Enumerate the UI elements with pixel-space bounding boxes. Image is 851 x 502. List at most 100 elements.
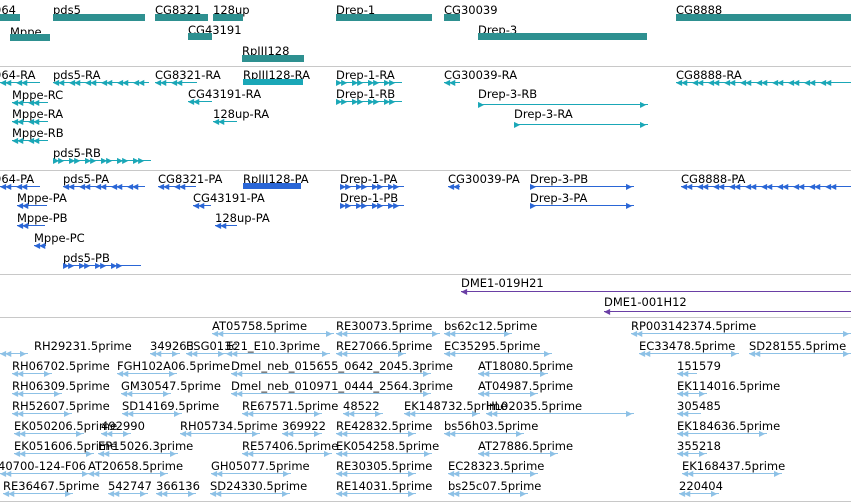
feature-label-355218[interactable]: 355218	[677, 439, 721, 453]
feature-label-ek184636-5prime[interactable]: EK184636.5prime	[677, 419, 781, 433]
feature-glyph-mppe-rb[interactable]: ◀◀ ◀◀	[12, 137, 48, 145]
feature-glyph-220404[interactable]: ◀◀ ▶	[679, 490, 719, 498]
feature-glyph-349263[interactable]: ◀◀ ▶	[150, 350, 180, 358]
feature-glyph-esg013c[interactable]: ◀◀ ▶	[186, 350, 226, 358]
feature-glyph-bs25c07-5prime[interactable]: ◀◀ ▶	[448, 490, 528, 498]
feature-glyph-dme1-001h12[interactable]: ◀	[604, 308, 851, 316]
feature-glyph-rh06309-5prime[interactable]: ◀◀ ▶	[12, 390, 62, 398]
feature-glyph-ec33478-5prime[interactable]: ◀◀ ▶	[639, 350, 739, 358]
feature-label-fgh102a06-5prime[interactable]: FGH102A06.5prime	[117, 359, 231, 373]
feature-label-sd28155-5prime[interactable]: SD28155.5prime	[749, 339, 847, 353]
feature-glyph-re30305-5prime[interactable]: ◀◀ ▶	[336, 470, 416, 478]
feature-glyph-re42832-5prime[interactable]: ◀◀ ▶	[336, 430, 416, 438]
feature-glyph-gm30547-5prime[interactable]: ◀◀ ▶	[121, 390, 171, 398]
feature-glyph-ek050206-5prime[interactable]: ◀◀ ▶	[14, 430, 84, 438]
feature-glyph-128up-ra[interactable]: ◀◀	[213, 118, 237, 126]
feature-glyph-964[interactable]	[0, 14, 20, 22]
feature-glyph-re27066-5prime[interactable]: ◀◀ ▶	[336, 350, 406, 358]
feature-label-re27066-5prime[interactable]: RE27066.5prime	[336, 339, 433, 353]
feature-label-cg43191-ra[interactable]: CG43191-RA	[188, 87, 262, 101]
feature-label-re30305-5prime[interactable]: RE30305.5prime	[336, 459, 433, 473]
feature-glyph-ec28323-5prime[interactable]: ◀◀ ▶	[448, 470, 538, 478]
feature-label-at20658-5prime[interactable]: AT20658.5prime	[88, 459, 184, 473]
feature-glyph-re14031-5prime[interactable]: ◀◀ ▶	[336, 490, 416, 498]
feature-label-pds5-ra[interactable]: pds5-RA	[53, 68, 101, 82]
feature-glyph-ek168437-5prime[interactable]: ◀◀ ▶	[682, 470, 782, 478]
feature-glyph-at05758-5prime[interactable]: ◀◀ ▶	[212, 330, 334, 338]
feature-glyph-re67571-5prime[interactable]: ◀◀ ▶	[242, 410, 322, 418]
feature-label-mppe-rb[interactable]: Mppe-RB	[12, 126, 64, 140]
feature-label-esg013c[interactable]: ESG013c	[186, 339, 238, 353]
feature-label-ek168437-5prime[interactable]: EK168437.5prime	[682, 459, 786, 473]
feature-label-bs56h03-5prime[interactable]: bs56h03.5prime	[444, 419, 539, 433]
feature-glyph-305485[interactable]: ◀◀	[677, 410, 701, 418]
feature-label-ep15026-3prime[interactable]: EP15026.3prime	[98, 439, 194, 453]
feature-glyph-cg8888[interactable]	[676, 14, 851, 22]
feature-label-bs62c12-5prime[interactable]: bs62c12.5prime	[444, 319, 538, 333]
feature-label-cg43191-pa[interactable]: CG43191-PA	[193, 191, 265, 205]
feature-glyph-drep-1-rb[interactable]: ▶▶ ▶▶ ▶▶ ▶▶	[336, 98, 402, 106]
feature-label-cg8321-ra[interactable]: CG8321-RA	[155, 68, 221, 82]
feature-glyph-bs56h03-5prime[interactable]: ◀◀ ▶	[444, 430, 524, 438]
feature-label-bs25c07-5prime[interactable]: bs25c07.5prime	[448, 479, 542, 493]
feature-label-366136[interactable]: 366136	[156, 479, 200, 493]
feature-glyph-at27886-5prime[interactable]: ◀◀ ▶	[478, 450, 558, 458]
feature-glyph-pds5-pa[interactable]: ◀◀ ◀◀ ◀◀ ◀◀ ◀◀	[63, 183, 145, 191]
feature-glyph-sd28155-5prime[interactable]: ◀◀ ▶	[749, 350, 851, 358]
feature-glyph-pds5[interactable]	[53, 14, 145, 22]
feature-glyph-e21-e10-3prime[interactable]: ◀◀ ▶	[226, 350, 330, 358]
feature-glyph-re36467-5prime[interactable]: ◀◀ ▶	[3, 490, 73, 498]
feature-label-rp003142374-5prime[interactable]: RP003142374.5prime	[631, 319, 757, 333]
feature-label-at05758-5prime[interactable]: AT05758.5prime	[212, 319, 308, 333]
feature-label-964-pa[interactable]: 964-PA	[0, 172, 35, 186]
feature-label-369922[interactable]: 369922	[282, 419, 326, 433]
feature-label-dmel-neb-010971-0444-2564-3prime[interactable]: Dmel_neb_010971_0444_2564.3prime	[231, 379, 453, 393]
feature-glyph-bs62c12-5prime[interactable]: ◀◀ ▶	[444, 330, 512, 338]
feature-label-hl02035-5prime[interactable]: HL02035.5prime	[486, 399, 583, 413]
feature-label-dme1-019h21[interactable]: DME1-019H21	[461, 276, 544, 290]
feature-glyph-drep-1-ra[interactable]: ▶▶ ▶▶ ▶▶ ▶▶	[336, 79, 402, 87]
feature-label-ek050206-5prime[interactable]: EK050206.5prime	[14, 419, 118, 433]
feature-label-at04987-5prime[interactable]: AT04987.5prime	[478, 379, 574, 393]
feature-label-re36467-5prime[interactable]: RE36467.5prime	[3, 479, 100, 493]
feature-glyph-cg8321-ra[interactable]: ◀◀ ◀◀	[155, 79, 197, 87]
feature-glyph-drep-1-pa[interactable]: ▶▶ ▶▶ ▶▶ ▶▶	[340, 183, 404, 191]
feature-glyph-cg8888-pa[interactable]: ◀◀ ◀◀ ◀◀ ◀◀ ◀◀ ◀◀ ◀◀ ◀◀ ◀◀ ◀◀	[681, 183, 851, 191]
feature-glyph-hl02035-5prime[interactable]: ◀◀ ▶	[486, 410, 634, 418]
feature-glyph-355218[interactable]: ◀◀ ▶	[677, 450, 707, 458]
feature-glyph-cg8888-ra[interactable]: ◀◀ ◀◀ ◀◀ ◀◀ ◀◀ ◀◀ ◀◀ ◀◀ ◀◀ ◀◀	[676, 79, 851, 87]
feature-label-drep-3-ra[interactable]: Drep-3-RA	[514, 107, 573, 121]
feature-glyph-dmel-neb-015655-0642-2045-3prime[interactable]: ◀◀ ▶	[231, 370, 431, 378]
feature-label-48522[interactable]: 48522	[343, 399, 380, 413]
feature-label-re42832-5prime[interactable]: RE42832.5prime	[336, 419, 433, 433]
feature-label-128up-ra[interactable]: 128up-RA	[213, 107, 270, 121]
feature-label-ec33478-5prime[interactable]: EC33478.5prime	[639, 339, 736, 353]
feature-glyph-rh05734-5prime[interactable]: ◀◀ ▶	[180, 430, 260, 438]
feature-glyph-rpiii128-ra[interactable]	[243, 79, 303, 87]
feature-label-349263[interactable]: 349263	[150, 339, 194, 353]
feature-glyph-ek054258-5prime[interactable]: ◀◀ ▶	[336, 450, 432, 458]
feature-glyph-drep-3-pa[interactable]: ▶ ▶	[530, 202, 634, 210]
feature-label-rh05734-5prime[interactable]: RH05734.5prime	[180, 419, 278, 433]
feature-label-pds5-pa[interactable]: pds5-PA	[63, 172, 110, 186]
feature-label-492990[interactable]: 492990	[101, 419, 145, 433]
feature-glyph-re30073-5prime[interactable]: ◀◀ ▶	[336, 330, 440, 338]
feature-glyph-sd14169-5prime[interactable]: ◀◀ ▶	[122, 410, 182, 418]
feature-label-rpiii128-ra[interactable]: RpIII128-RA	[243, 68, 310, 82]
feature-label-cg8321-pa[interactable]: CG8321-PA	[158, 172, 223, 186]
feature-label-pds5-rb[interactable]: pds5-RB	[53, 146, 101, 160]
feature-glyph-cg43191-ra[interactable]: ◀◀	[188, 98, 212, 106]
feature-label-305485[interactable]: 305485	[677, 399, 721, 413]
feature-label-ek054258-5prime[interactable]: EK054258.5prime	[336, 439, 440, 453]
feature-glyph-964-ra[interactable]: ◀◀ ◀◀	[0, 79, 40, 87]
feature-label-re57406-5prime[interactable]: RE57406.5prime	[242, 439, 339, 453]
feature-label-rh29231-5prime[interactable]: RH29231.5prime	[34, 339, 132, 353]
feature-label-drep-3-pa[interactable]: Drep-3-PA	[530, 191, 588, 205]
feature-label-rh06702-5prime[interactable]: RH06702.5prime	[12, 359, 110, 373]
feature-label-drep-1-ra[interactable]: Drep-1-RA	[336, 68, 395, 82]
feature-label-220404[interactable]: 220404	[679, 479, 723, 493]
feature-label-dme1-001h12[interactable]: DME1-001H12	[604, 295, 687, 309]
feature-glyph-ek114016-5prime[interactable]: ◀◀ ▶	[677, 390, 707, 398]
feature-glyph-cg30039[interactable]	[444, 14, 460, 22]
feature-glyph-rh29231-5prime[interactable]: ◀◀ ▶	[0, 350, 28, 358]
